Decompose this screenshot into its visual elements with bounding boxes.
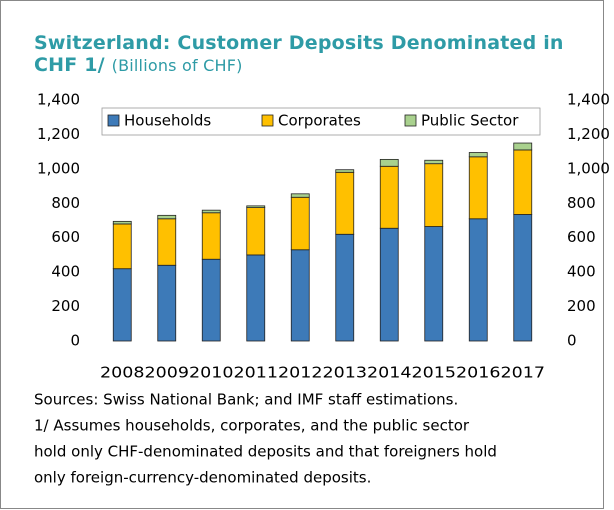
bar-segment: [335, 169, 355, 173]
yticks-label: 600: [51, 228, 80, 246]
bar-segment: [201, 212, 221, 260]
yticks-label: 800: [51, 194, 80, 212]
y2ticks-label: 600: [567, 228, 596, 246]
x-tick-label: 2010: [189, 364, 234, 382]
note: hold only CHF-denominated deposits and t…: [34, 443, 497, 461]
bar-segment: [513, 214, 533, 342]
bar-segment: [112, 220, 132, 225]
bar-segment: [379, 158, 399, 167]
bar-segment: [513, 142, 533, 151]
bar-segment: [424, 226, 444, 342]
bar-segment: [157, 214, 177, 220]
bar-segment: [112, 223, 132, 270]
bar-segment: [424, 159, 444, 165]
legend-swatch: [261, 114, 274, 127]
bar-segment: [201, 258, 221, 342]
bar-segment: [379, 165, 399, 229]
x-tick-label: 2014: [367, 364, 412, 382]
legend-box: [101, 107, 541, 136]
chart-subtitle: (Billions of CHF): [111, 56, 243, 75]
x-tick-label: 2008: [100, 364, 145, 382]
bar-segment: [335, 171, 355, 235]
legend-label: Households: [124, 112, 211, 130]
y2ticks-label: 1,400: [567, 91, 610, 109]
bar-segment: [468, 156, 488, 220]
legend-swatch: [107, 114, 120, 127]
bar-segment: [246, 254, 266, 342]
legend-label: Corporates: [278, 112, 361, 130]
x-tick-label: 2013: [323, 364, 368, 382]
bar-segment: [335, 233, 355, 342]
x-tick-label: 2017: [501, 364, 546, 382]
note: 1/ Assumes households, corporates, and t…: [34, 417, 470, 435]
y2ticks-label: 1,200: [567, 125, 610, 143]
bar-segment: [157, 218, 177, 266]
bar-segment: [246, 207, 266, 256]
bar-segment: [246, 205, 266, 208]
x-tick-label: 2016: [456, 364, 501, 382]
y2ticks-label: 200: [567, 297, 596, 315]
chart-title: Switzerland: Customer Deposits Denominat…: [34, 32, 564, 76]
y2ticks-label: 800: [567, 194, 596, 212]
y2ticks-label: 1,000: [567, 159, 610, 177]
note: Sources: Swiss National Bank; and IMF st…: [34, 391, 458, 409]
y2ticks-label: 400: [567, 263, 596, 281]
x-tick-label: 2009: [145, 364, 190, 382]
bar-segment: [290, 196, 310, 251]
yticks-label: 400: [51, 263, 80, 281]
y2ticks-label: 0: [567, 332, 577, 350]
yticks-label: 200: [51, 297, 80, 315]
x-tick-label: 2011: [234, 364, 279, 382]
legend-label: Public Sector: [421, 112, 519, 130]
bar-segment: [513, 149, 533, 215]
bar-segment: [201, 209, 221, 214]
bar-segment: [468, 218, 488, 342]
title-block: Switzerland: Customer Deposits Denominat…: [34, 32, 594, 77]
x-tick-label: 2012: [278, 364, 323, 382]
bar-segment: [290, 193, 310, 198]
bar-segment: [468, 152, 488, 158]
bar-segment: [290, 249, 310, 342]
bar-segment: [379, 227, 399, 342]
bar-segment: [424, 163, 444, 227]
legend-swatch: [404, 114, 417, 127]
note: only foreign-currency-denominated deposi…: [34, 469, 371, 487]
x-tick-label: 2015: [412, 364, 457, 382]
yticks-label: 1,000: [37, 159, 80, 177]
yticks-label: 1,400: [37, 91, 80, 109]
bar-segment: [157, 264, 177, 342]
bar-segment: [112, 268, 132, 342]
yticks-label: 0: [70, 332, 80, 350]
yticks-label: 1,200: [37, 125, 80, 143]
